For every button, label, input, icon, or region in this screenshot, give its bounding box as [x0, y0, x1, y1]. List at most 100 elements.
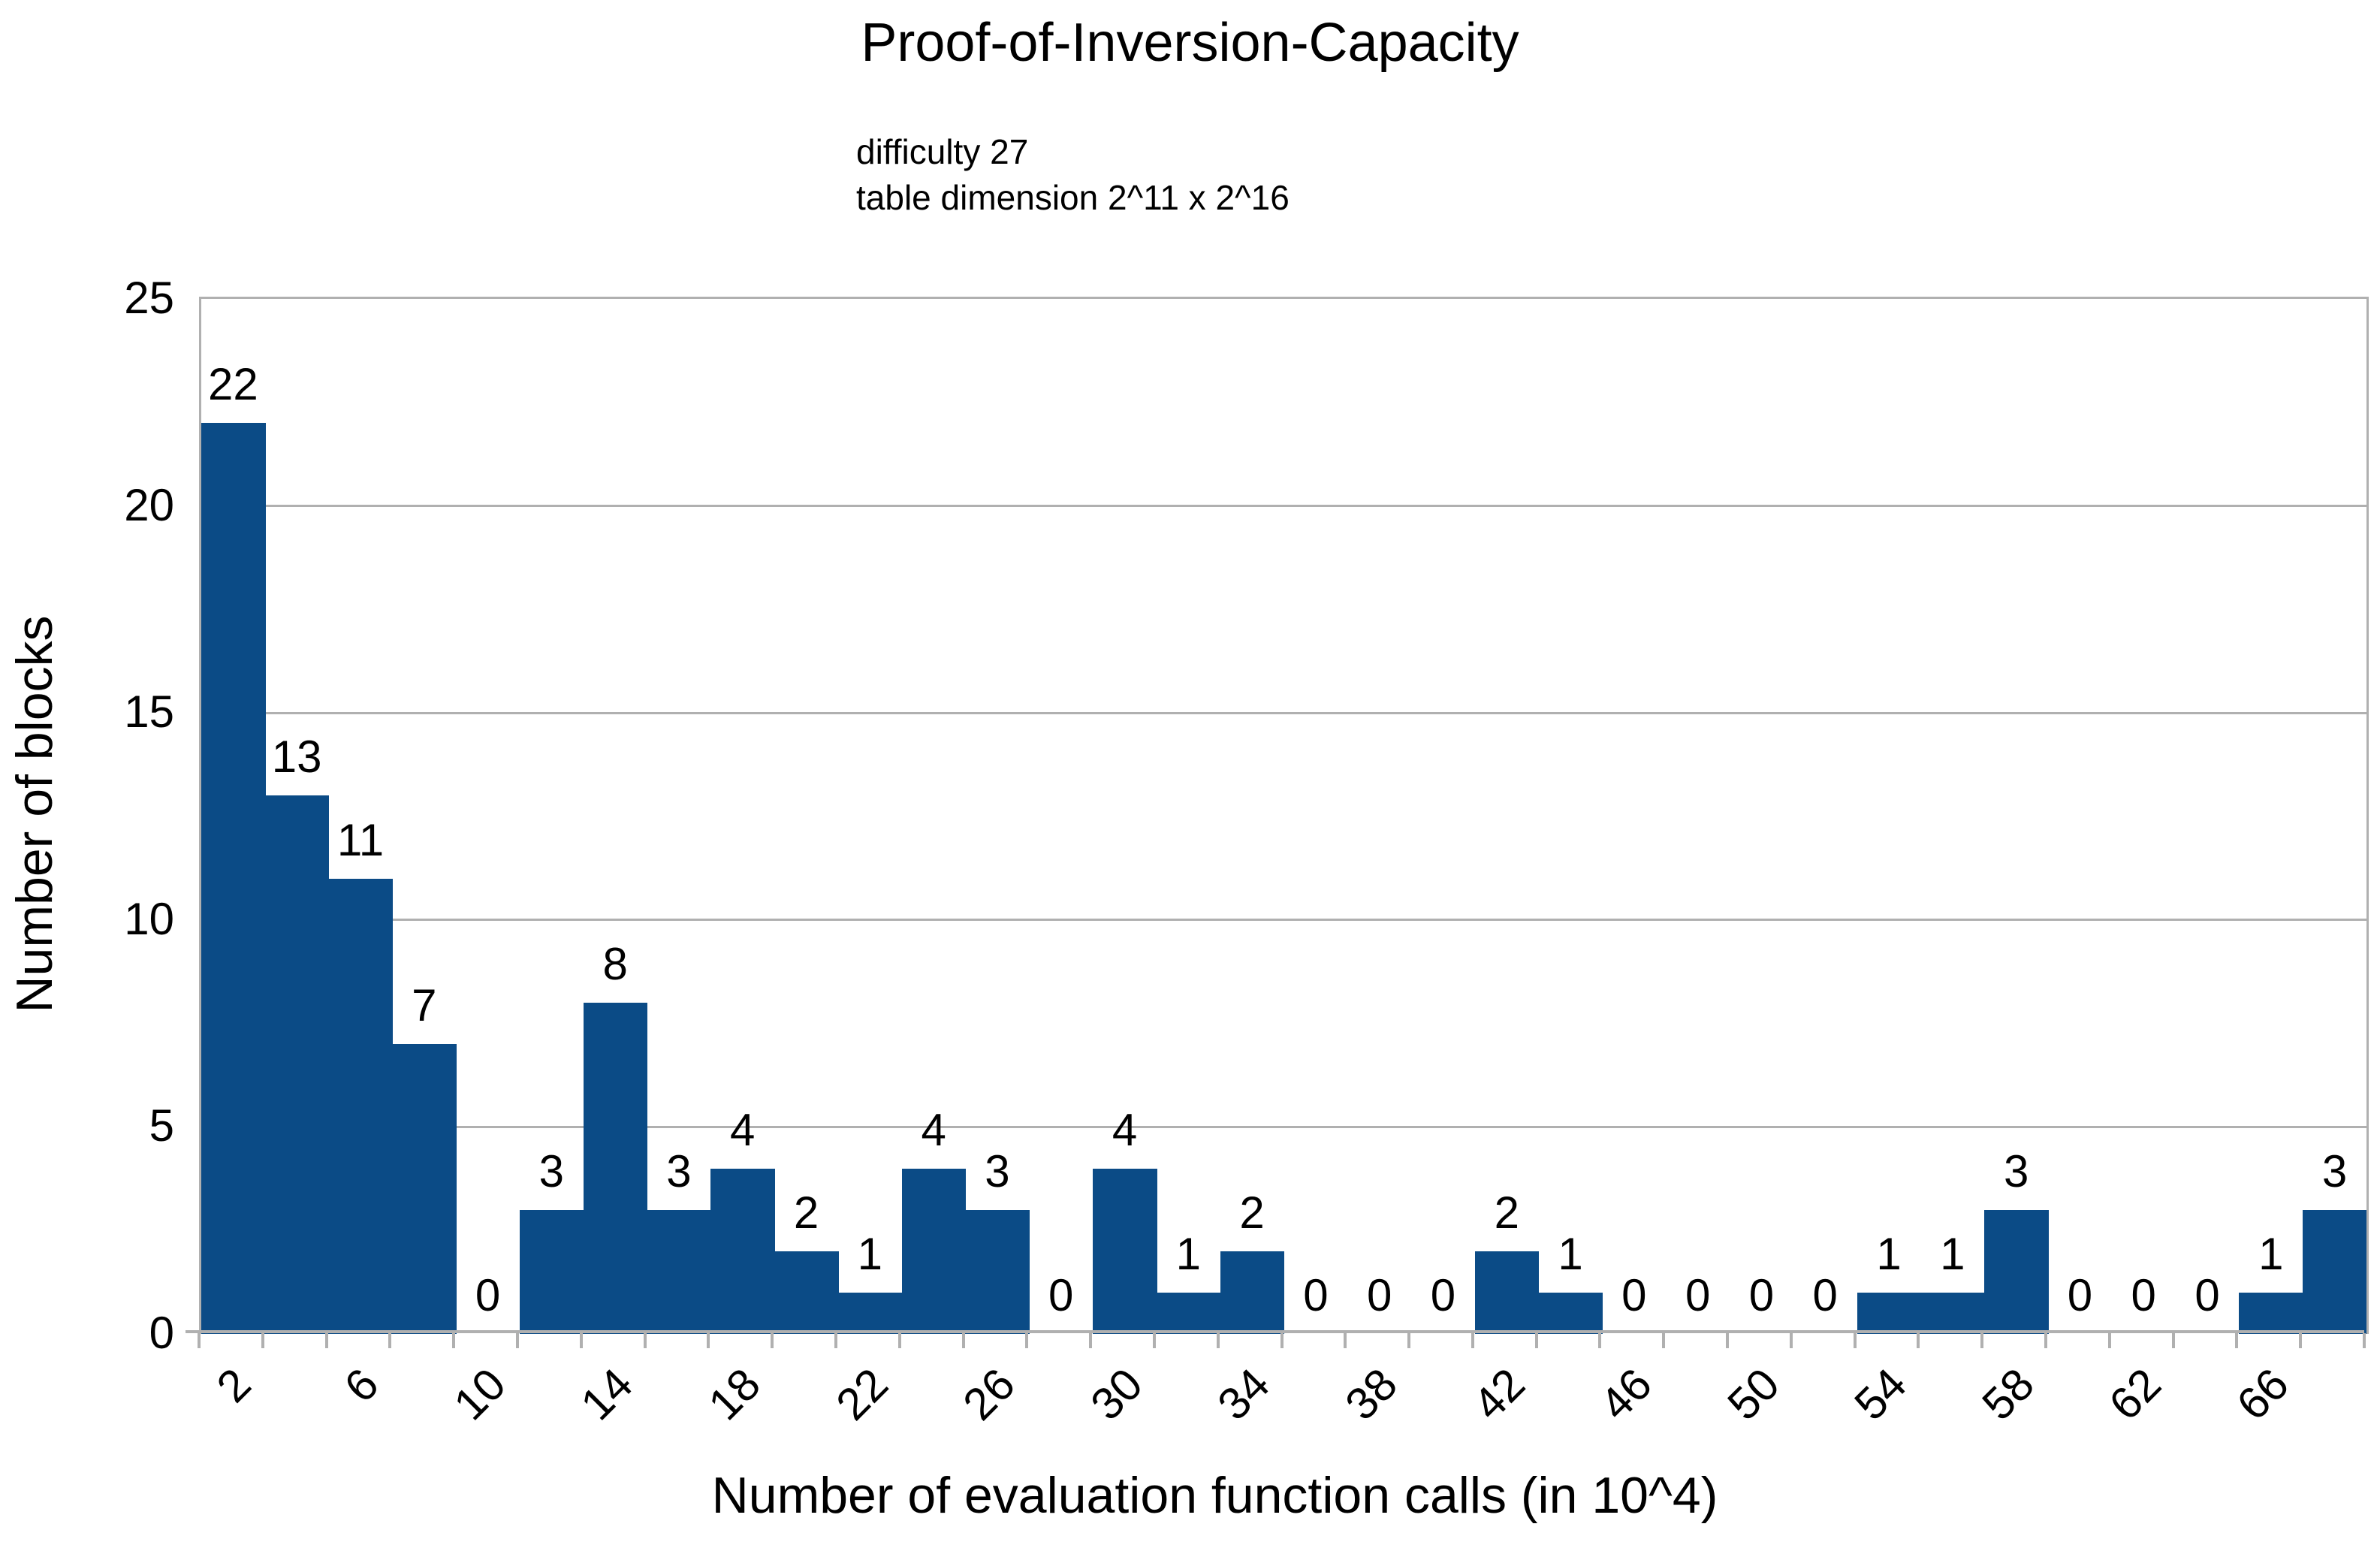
bar-x-32 — [1156, 1292, 1221, 1334]
x-axis-tick — [1216, 1333, 1220, 1348]
x-tick-label-2: 2 — [207, 1358, 261, 1412]
bar-value-label-x-14: 8 — [602, 939, 628, 990]
x-tick-label-58: 58 — [1972, 1358, 2044, 1430]
x-axis-tick — [2363, 1333, 2366, 1348]
bar-x-30 — [1093, 1168, 1157, 1334]
bar-value-label-x-56: 1 — [1940, 1228, 1965, 1279]
x-axis-title: Number of evaluation function calls (in … — [711, 1467, 1718, 1524]
x-axis-tick — [1789, 1333, 1793, 1348]
bar-x-44 — [1538, 1292, 1603, 1334]
x-axis-tick — [2299, 1333, 2303, 1348]
x-axis-tick — [261, 1333, 264, 1348]
x-tick-label-22: 22 — [826, 1358, 897, 1430]
bar-value-label-x-46: 0 — [1621, 1270, 1647, 1320]
x-axis-line — [186, 1330, 2364, 1333]
x-axis-tick — [1152, 1333, 1156, 1348]
gridline-y-15 — [201, 711, 2366, 714]
x-axis-tick — [1344, 1333, 1347, 1348]
x-axis-tick — [1407, 1333, 1411, 1348]
x-axis-tick — [388, 1333, 392, 1348]
bar-x-14 — [583, 1003, 648, 1334]
bar-x-12 — [519, 1209, 584, 1334]
chart-subtitle: difficulty 27 table dimension 2^11 x 2^1… — [856, 129, 1290, 221]
plot-area: 22 13 11 7 0 3 8 3 4 2 1 4 3 0 4 1 2 0 0 0 2 1 0 0 0 0 1 1 3 0 0 0 1 3 — [199, 297, 2369, 1334]
y-tick-label-15: 15 — [124, 686, 174, 738]
bar-value-label-x-60: 0 — [2067, 1270, 2093, 1320]
bar-x-54 — [1857, 1292, 1922, 1334]
bar-x-18 — [710, 1168, 775, 1334]
x-tick-label-26: 26 — [953, 1358, 1025, 1430]
bar-value-label-x-32: 1 — [1175, 1228, 1201, 1279]
bar-x-58 — [1984, 1209, 2049, 1334]
x-tick-label-6: 6 — [334, 1358, 388, 1412]
bar-value-label-x-48: 0 — [1685, 1270, 1711, 1320]
x-tick-label-54: 54 — [1845, 1358, 1917, 1430]
x-axis-tick — [834, 1333, 837, 1348]
x-axis-tick — [1471, 1333, 1474, 1348]
x-axis-tick — [579, 1333, 583, 1348]
x-axis-tick — [1598, 1333, 1602, 1348]
bar-x-26 — [965, 1209, 1030, 1334]
x-tick-label-66: 66 — [2227, 1358, 2299, 1430]
x-tick-label-46: 46 — [1590, 1358, 1662, 1430]
x-tick-label-34: 34 — [1208, 1358, 1280, 1430]
bar-x-20 — [774, 1251, 839, 1334]
x-tick-label-10: 10 — [444, 1358, 515, 1430]
bar-value-label-x-26: 3 — [985, 1145, 1010, 1196]
bar-x-8 — [392, 1044, 457, 1334]
x-tick-label-18: 18 — [698, 1358, 771, 1430]
bar-value-label-x-58: 3 — [2003, 1145, 2029, 1196]
x-tick-label-62: 62 — [2099, 1358, 2171, 1430]
bar-value-label-x-24: 4 — [921, 1104, 946, 1155]
bar-x-22 — [837, 1292, 903, 1334]
bar-value-label-x-10: 0 — [475, 1270, 501, 1320]
x-tick-label-30: 30 — [1081, 1358, 1152, 1430]
x-axis-tick — [198, 1333, 201, 1348]
x-axis-tick — [324, 1333, 328, 1348]
bar-value-label-x-40: 0 — [1430, 1270, 1456, 1320]
x-axis-tick — [1662, 1333, 1666, 1348]
bar-value-label-x-4: 13 — [271, 732, 322, 783]
bar-value-label-x-30: 4 — [1112, 1104, 1138, 1155]
chart-subtitle-line-1: difficulty 27 — [856, 132, 1029, 171]
bar-x-4 — [264, 795, 330, 1334]
x-axis-tick — [961, 1333, 965, 1348]
bar-value-label-x-34: 2 — [1239, 1187, 1265, 1238]
bar-value-label-x-62: 0 — [2131, 1270, 2156, 1320]
x-axis-tick — [2044, 1333, 2048, 1348]
x-axis-tick — [1534, 1333, 1538, 1348]
x-axis-tick — [707, 1333, 710, 1348]
bar-value-label-x-52: 0 — [1812, 1270, 1838, 1320]
gridline-y-5 — [201, 1125, 2366, 1128]
bar-value-label-x-50: 0 — [1748, 1270, 1775, 1320]
bar-value-label-x-8: 7 — [412, 980, 437, 1031]
gridline-y-20 — [201, 505, 2366, 508]
x-axis-tick — [2235, 1333, 2239, 1348]
y-tick-label-0: 0 — [149, 1308, 174, 1358]
bar-x-34 — [1220, 1251, 1285, 1334]
chart-title: Proof-of-Inversion-Capacity — [861, 13, 1519, 73]
bar-x-6 — [328, 878, 394, 1334]
bar-value-label-x-22: 1 — [857, 1228, 883, 1279]
x-axis-tick — [1280, 1333, 1284, 1348]
bar-value-label-x-20: 2 — [793, 1187, 819, 1238]
bar-value-label-x-18: 4 — [730, 1104, 756, 1155]
bar-value-label-x-42: 2 — [1494, 1187, 1519, 1238]
x-axis-tick — [1853, 1333, 1857, 1348]
x-tick-label-38: 38 — [1335, 1358, 1407, 1430]
bar-x-68 — [2303, 1209, 2366, 1334]
chart-subtitle-line-2: table dimension 2^11 x 2^16 — [856, 178, 1290, 217]
gridline-y-10 — [201, 919, 2366, 922]
bar-value-label-x-64: 0 — [2194, 1270, 2220, 1320]
x-axis-tick — [515, 1333, 519, 1348]
bar-x-42 — [1474, 1251, 1540, 1334]
x-axis-tick — [452, 1333, 456, 1348]
bar-x-66 — [2239, 1292, 2303, 1334]
x-axis-tick — [1089, 1333, 1093, 1348]
x-axis-tick — [1726, 1333, 1730, 1348]
bar-value-label-x-54: 1 — [1876, 1228, 1902, 1279]
x-axis-tick — [771, 1333, 774, 1348]
bar-value-label-x-12: 3 — [538, 1145, 565, 1196]
x-axis: 2 6 10 14 18 22 26 30 34 38 42 46 50 54 58 62 66 — [186, 1330, 2366, 1548]
bar-value-label-x-6: 11 — [336, 814, 385, 865]
